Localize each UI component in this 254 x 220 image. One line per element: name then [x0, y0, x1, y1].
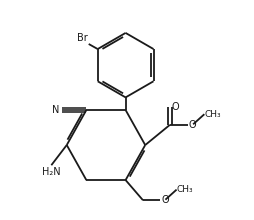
Text: O: O [171, 103, 179, 112]
Text: O: O [161, 195, 169, 205]
Text: Br: Br [77, 33, 88, 43]
Text: CH₃: CH₃ [204, 110, 221, 119]
Text: H₂N: H₂N [42, 167, 61, 178]
Text: O: O [189, 120, 197, 130]
Text: CH₃: CH₃ [177, 185, 193, 194]
Text: N: N [52, 105, 60, 115]
